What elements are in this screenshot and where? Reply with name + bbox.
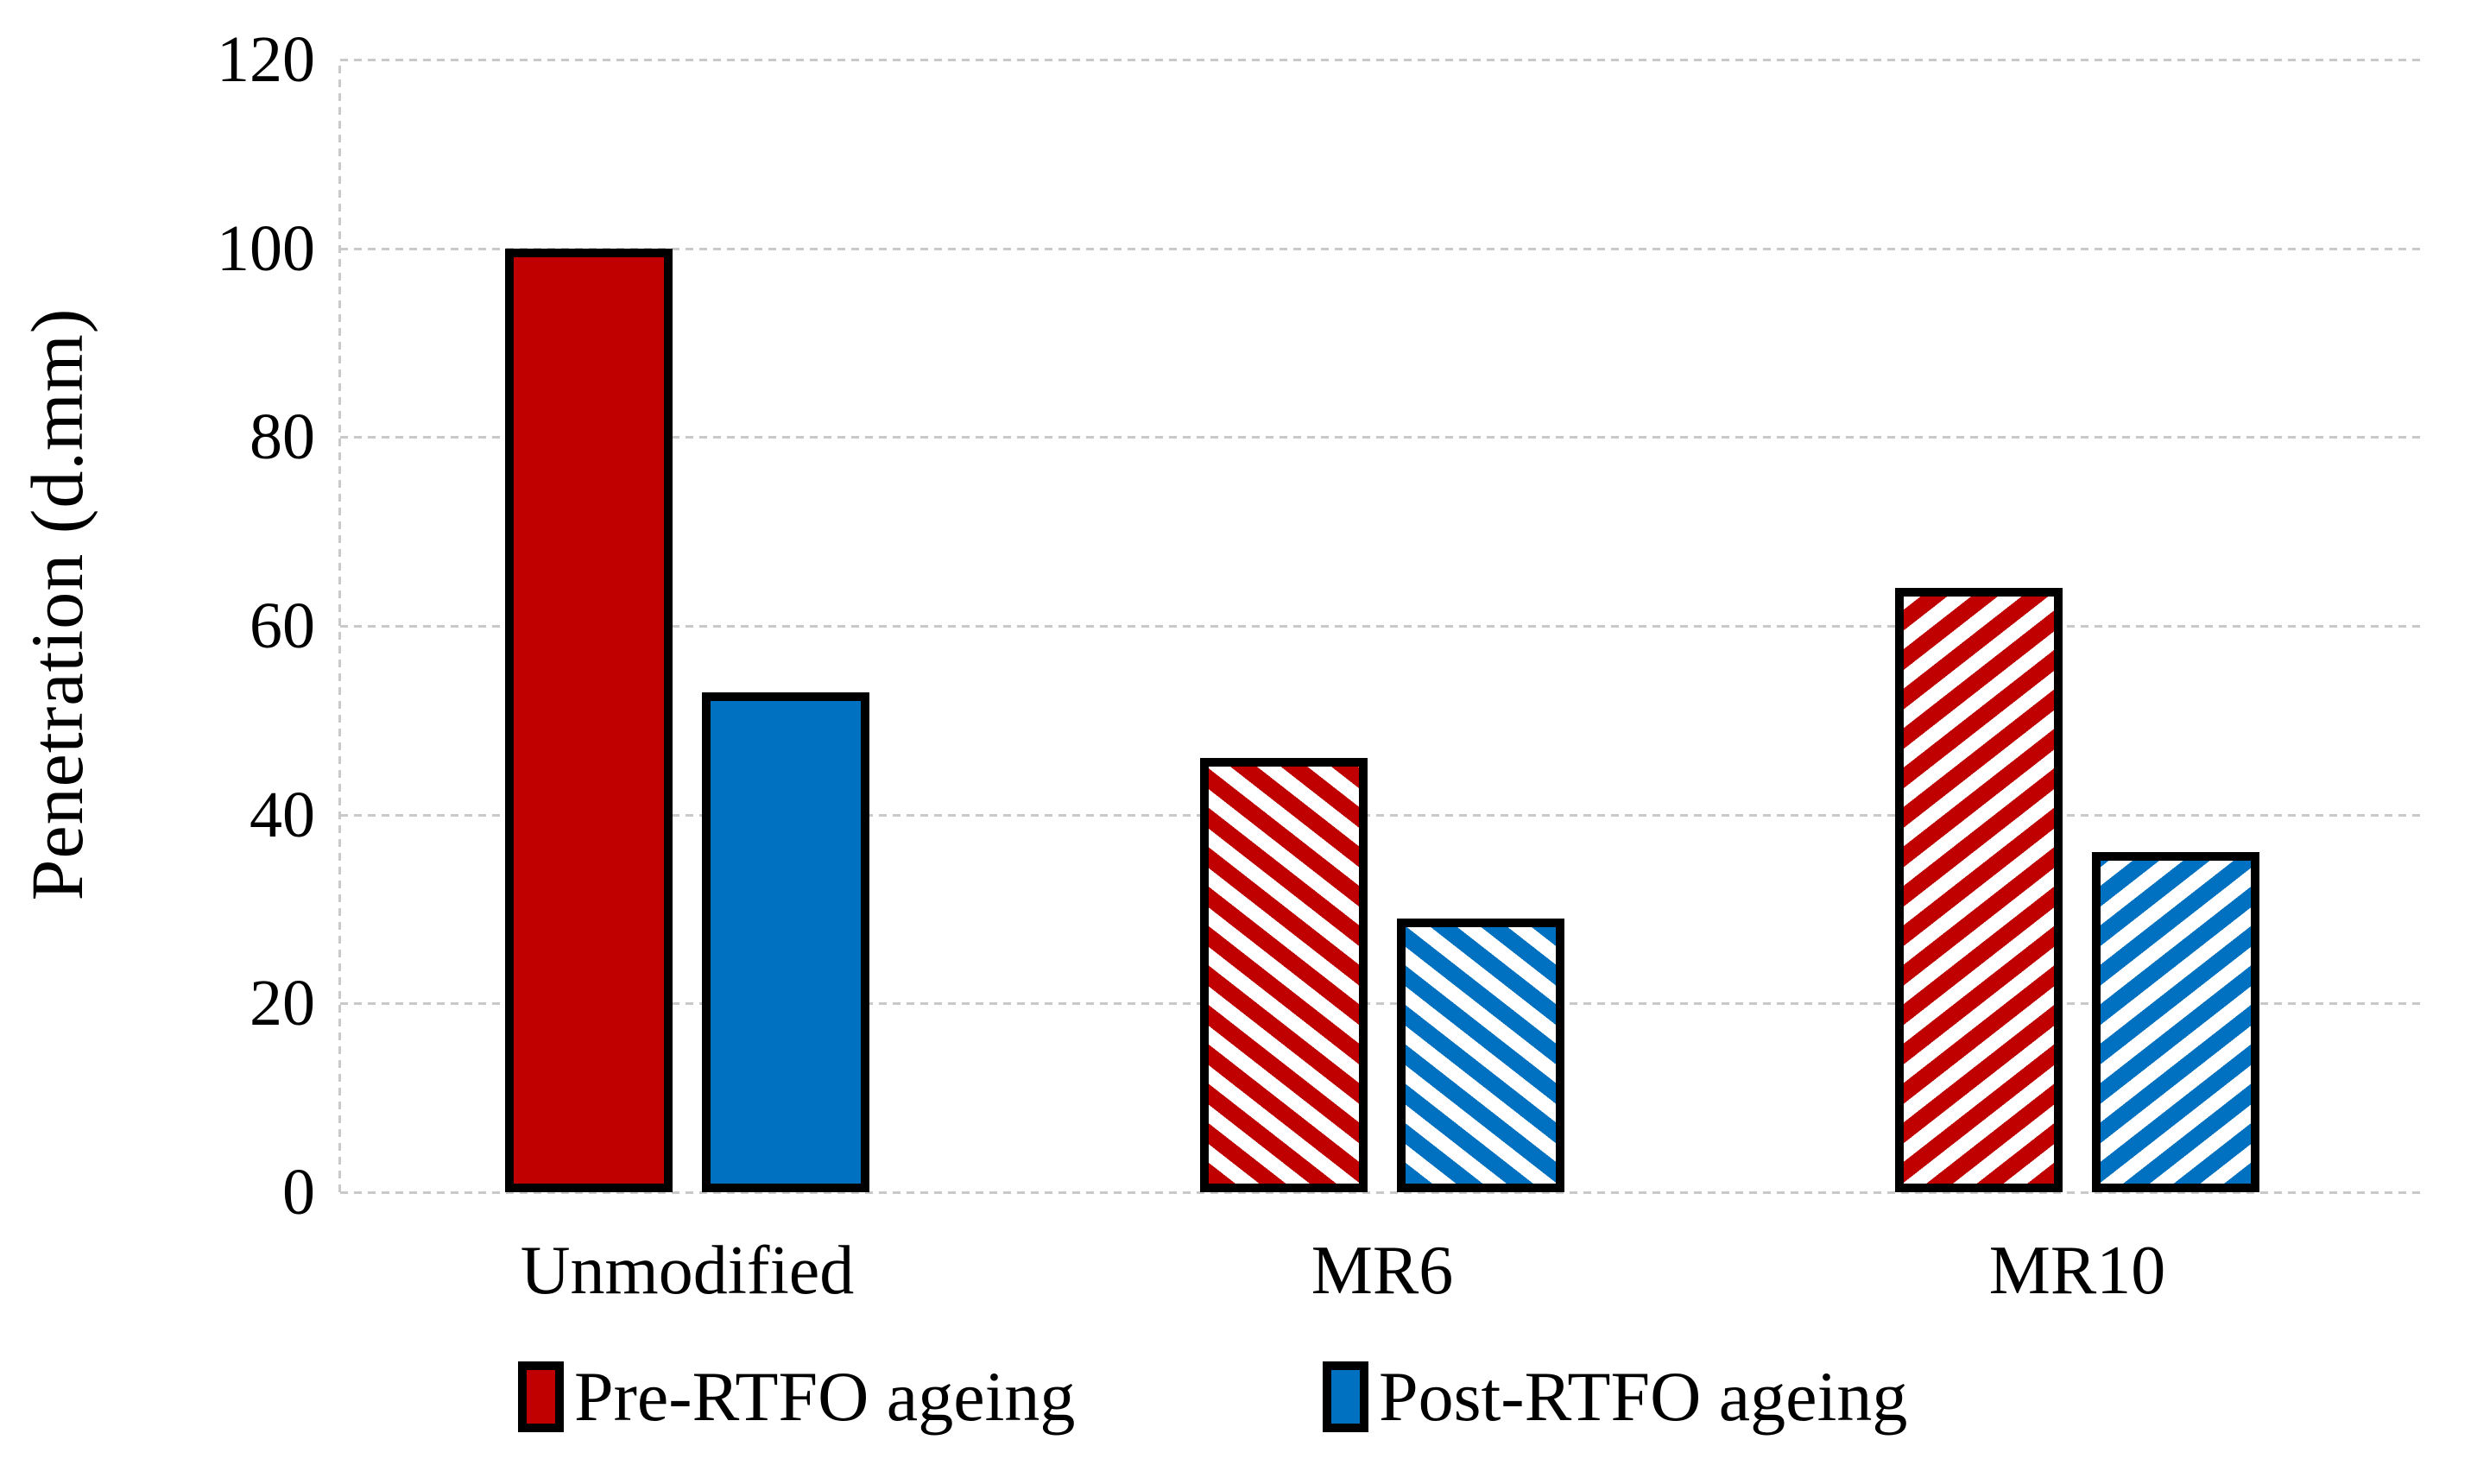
y-tick-label-20: 20 (250, 967, 315, 1039)
legend-swatch-pre-rtfo (518, 1361, 564, 1432)
bar-post-rtfo-mr6 (1397, 919, 1564, 1192)
legend-item-post-rtfo: Post-RTFO ageing (1323, 1361, 1907, 1432)
y-axis-line (338, 60, 341, 1192)
legend-label-post-rtfo: Post-RTFO ageing (1379, 1357, 1908, 1436)
bar-pre-rtfo-mr10 (1895, 588, 2063, 1192)
bar-pre-rtfo-mr6 (1200, 758, 1368, 1192)
legend-item-pre-rtfo: Pre-RTFO ageing (518, 1361, 1075, 1432)
y-tick-label-60: 60 (250, 590, 315, 662)
gridline-y-20 (340, 1002, 2426, 1005)
gridline-y-80 (340, 436, 2426, 439)
y-tick-label-40: 40 (250, 779, 315, 851)
legend-label-pre-rtfo: Pre-RTFO ageing (574, 1357, 1076, 1436)
gridline-y-120 (340, 59, 2426, 61)
y-axis-title: Penetration (d.mm) (16, 307, 98, 901)
bar-post-rtfo-unmodified (702, 692, 869, 1192)
gridline-y-60 (340, 625, 2426, 628)
y-tick-label-80: 80 (250, 401, 315, 473)
y-tick-label-0: 0 (282, 1156, 315, 1228)
bar-pre-rtfo-unmodified (505, 249, 673, 1192)
gridline-y-0 (340, 1191, 2426, 1194)
gridline-y-40 (340, 814, 2426, 817)
y-tick-label-120: 120 (217, 23, 315, 96)
gridline-y-100 (340, 248, 2426, 250)
legend-swatch-post-rtfo (1323, 1361, 1368, 1432)
bar-post-rtfo-mr10 (2092, 852, 2259, 1192)
y-tick-label-100: 100 (217, 212, 315, 285)
x-category-label-mr6: MR6 (1311, 1233, 1454, 1309)
x-category-label-mr10: MR10 (1988, 1233, 2166, 1309)
x-category-label-unmodified: Unmodified (520, 1233, 855, 1309)
